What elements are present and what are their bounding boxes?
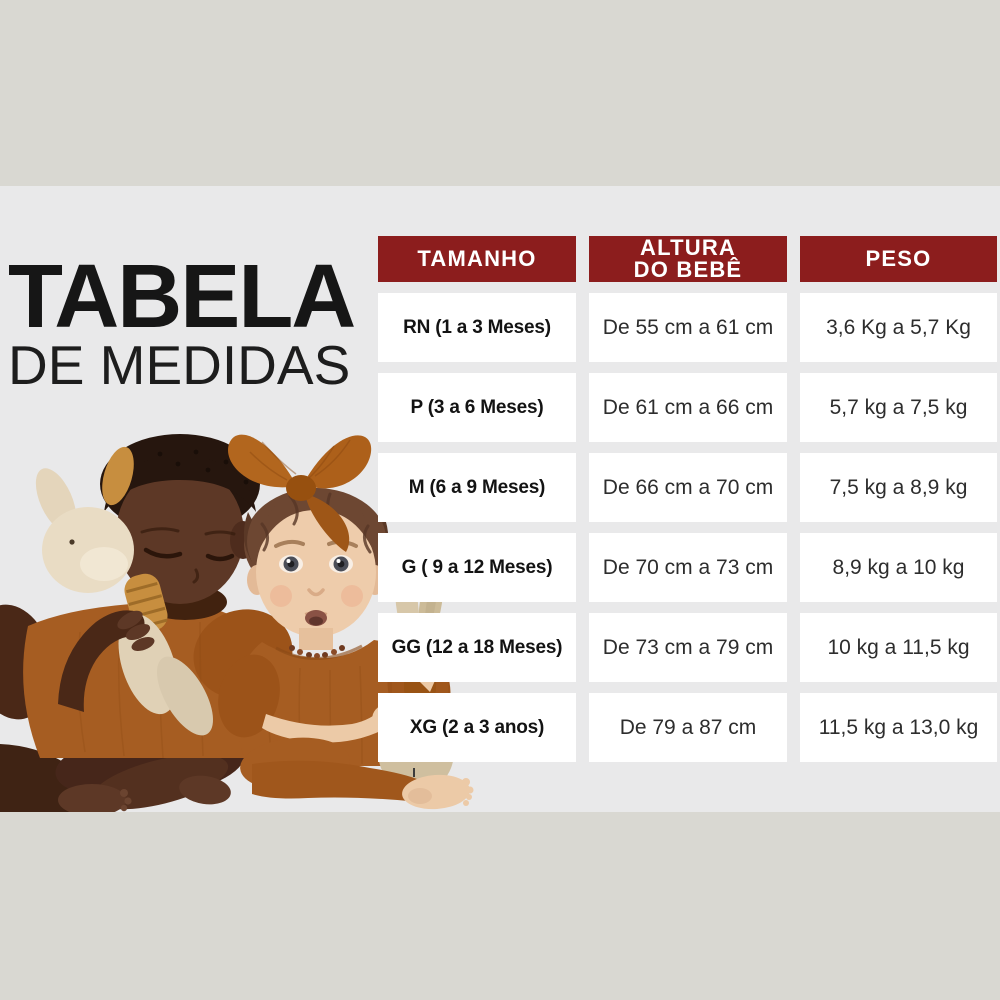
header-label: DO BEBÊ [633,257,743,282]
row-p-height-cell: De 61 cm a 66 cm [589,373,787,442]
row-xg-height-cell: De 79 a 87 cm [589,693,787,762]
row-gg-size-cell: GG (12 a 18 Meses) [378,613,576,682]
row-g-weight-cell: 8,9 kg a 10 kg [800,533,997,602]
title-line-1: TABELA [8,247,356,347]
title-line-2: DE MEDIDAS [8,334,351,396]
row-g-size-cell: G ( 9 a 12 Meses) [378,533,576,602]
row-p-size-cell: P (3 a 6 Meses) [378,373,576,442]
row-gg-weight-cell: 10 kg a 11,5 kg [800,613,997,682]
row-m-size-cell: M (6 a 9 Meses) [378,453,576,522]
row-m-weight-cell: 7,5 kg a 8,9 kg [800,453,997,522]
row-p-weight-cell: 5,7 kg a 7,5 kg [800,373,997,442]
row-rn-height-cell: De 55 cm a 61 cm [589,293,787,362]
row-xg-weight-cell: 11,5 kg a 13,0 kg [800,693,997,762]
header-label: PESO [865,245,932,271]
header-label: ALTURA [640,234,736,260]
row-m-height-cell: De 66 cm a 70 cm [589,453,787,522]
column-header-height: ALTURA DO BEBÊ [589,236,787,282]
row-xg-size-cell: XG (2 a 3 anos) [378,693,576,762]
row-rn-weight-cell: 3,6 Kg a 5,7 Kg [800,293,997,362]
header-label: TAMANHO [417,245,537,271]
row-gg-height-cell: De 73 cm a 79 cm [589,613,787,682]
page-title: TABELA DE MEDIDAS [8,247,356,396]
boy-plush-toy [35,446,213,736]
hair-bow [227,434,372,552]
row-rn-size-cell: RN (1 a 3 Meses) [378,293,576,362]
size-table: TAMANHO ALTURA DO BEBÊ PESO RN (1 a 3 Me… [378,236,997,762]
column-header-weight: PESO [800,236,997,282]
column-header-size: TAMANHO [378,236,576,282]
row-g-height-cell: De 70 cm a 73 cm [589,533,787,602]
